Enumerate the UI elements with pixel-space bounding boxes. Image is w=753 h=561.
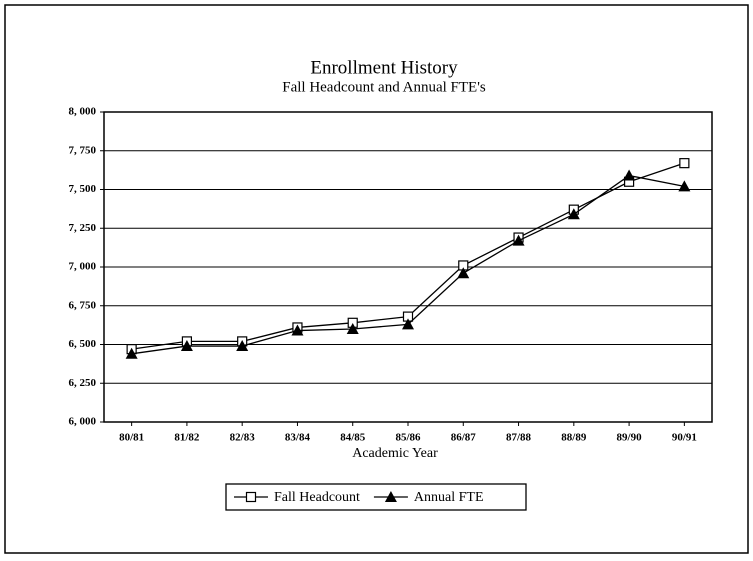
marker-triangle xyxy=(125,347,138,359)
x-tick-label: 84/85 xyxy=(340,432,366,444)
marker-triangle xyxy=(678,180,691,192)
marker-triangle xyxy=(567,208,580,220)
x-tick-label: 85/86 xyxy=(395,432,421,444)
x-tick-label: 83/84 xyxy=(285,432,311,444)
marker-triangle xyxy=(346,323,359,334)
marker-triangle xyxy=(402,318,414,330)
x-tick-label: 82/83 xyxy=(230,432,256,444)
legend-label: Annual FTE xyxy=(414,490,484,505)
y-tick-label: 6, 750 xyxy=(69,299,97,311)
marker-triangle xyxy=(623,169,636,181)
x-tick-label: 80/81 xyxy=(119,432,144,444)
y-tick-label: 7, 750 xyxy=(69,144,97,156)
marker-triangle xyxy=(457,267,470,279)
x-tick-label: 87/88 xyxy=(506,432,532,444)
x-tick-label: 88/89 xyxy=(561,432,587,444)
marker-triangle xyxy=(512,234,525,246)
y-tick-label: 7, 000 xyxy=(69,261,97,273)
y-tick-label: 7, 500 xyxy=(69,183,97,195)
marker-triangle xyxy=(236,340,249,352)
marker-triangle xyxy=(291,324,304,336)
x-tick-label: 81/82 xyxy=(174,432,200,444)
y-tick-label: 6, 000 xyxy=(69,416,97,428)
y-tick-label: 7, 250 xyxy=(69,222,97,234)
marker-square xyxy=(245,491,257,503)
y-tick-label: 6, 250 xyxy=(69,377,97,389)
chart-title: Enrollment History xyxy=(310,57,458,78)
x-axis-title: Academic Year xyxy=(352,446,438,461)
frame xyxy=(4,4,749,554)
x-tick-label: 86/87 xyxy=(451,432,477,444)
legend-label: Fall Headcount xyxy=(274,490,360,505)
y-tick-label: 8, 000 xyxy=(69,106,97,118)
marker-triangle xyxy=(180,340,193,352)
chart-subtitle: Fall Headcount and Annual FTE's xyxy=(282,79,486,95)
x-tick-label: 90/91 xyxy=(672,432,697,444)
marker-square xyxy=(679,158,690,169)
y-tick-label: 6, 500 xyxy=(69,338,97,350)
x-tick-label: 89/90 xyxy=(617,432,643,444)
marker-triangle xyxy=(384,491,397,502)
